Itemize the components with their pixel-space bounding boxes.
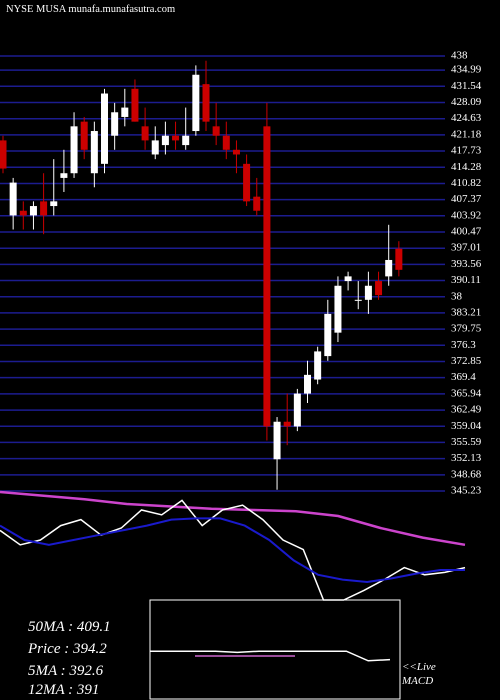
stat: 5MA : 392.6: [28, 663, 104, 679]
y-tick-label: 431.54: [451, 80, 482, 92]
y-tick-label: 362.49: [451, 404, 482, 416]
candle-body: [161, 135, 169, 146]
y-tick-label: 355.59: [451, 436, 482, 448]
candle-body: [29, 206, 37, 216]
live-label: MACD: [401, 675, 433, 687]
y-tick-label: 372.85: [451, 355, 482, 367]
candle-body: [182, 135, 190, 146]
candle-body: [354, 299, 362, 301]
live-label: <<Live: [402, 661, 436, 673]
candle-body: [19, 210, 27, 216]
y-tick-label: 438: [451, 50, 468, 62]
candle-body: [172, 135, 180, 141]
ma-line: [0, 490, 466, 547]
y-tick-label: 376.3: [451, 339, 476, 351]
y-tick-label: 365.94: [451, 387, 482, 399]
candle-body: [70, 126, 78, 174]
y-tick-label: 369.4: [451, 371, 476, 383]
candle-body: [80, 121, 88, 150]
y-tick-label: 348.68: [451, 468, 482, 480]
candle-body: [192, 74, 200, 132]
y-tick-label: 434.99: [451, 64, 482, 76]
stat: 50MA : 409.1: [28, 619, 111, 635]
candle-body: [293, 393, 301, 427]
candle-body: [101, 93, 108, 164]
y-tick-label: 428.09: [451, 96, 482, 108]
candle-body: [304, 374, 311, 394]
candle-body: [395, 248, 403, 270]
candle-body: [253, 196, 261, 211]
candle-body: [243, 163, 251, 202]
candle-body: [263, 126, 271, 427]
y-tick-label: 397.01: [451, 242, 481, 254]
candle-body: [151, 140, 159, 155]
candle-body: [202, 84, 210, 122]
y-tick-label: 359.04: [451, 420, 482, 432]
macd-box: [149, 599, 401, 700]
y-tick-label: 403.92: [451, 209, 481, 221]
stat: Price : 394.2: [27, 641, 107, 657]
candle-body: [364, 285, 372, 300]
y-tick-label: 383.21: [451, 306, 481, 318]
y-tick-label: 390.11: [451, 274, 481, 286]
candle-body: [90, 131, 98, 174]
y-tick-label: 400.47: [451, 226, 482, 238]
candle-body: [232, 149, 240, 155]
candle-body: [111, 112, 119, 136]
y-tick-label: 424.63: [451, 112, 482, 124]
ma-line: [0, 517, 465, 584]
y-tick-label: 407.37: [451, 193, 482, 205]
y-tick-label: 393.56: [451, 258, 482, 270]
macd-line: [150, 650, 391, 662]
candle-body: [121, 107, 129, 117]
stat: 12MA : 391: [28, 682, 99, 698]
candle-body: [334, 285, 342, 333]
candle-body: [212, 126, 220, 136]
candle-body: [50, 201, 58, 207]
candle-body: [385, 259, 393, 277]
ma-line: [0, 499, 466, 601]
candle-body: [131, 88, 139, 122]
y-tick-label: 352.13: [451, 452, 482, 464]
chart-title: NYSE MUSA munafa.munafasutra.com: [6, 4, 175, 15]
y-tick-label: 417.73: [451, 145, 482, 157]
candle-body: [222, 135, 230, 150]
candle-body: [273, 421, 281, 460]
y-tick-label: 379.75: [451, 323, 482, 335]
y-tick-label: 410.82: [451, 177, 481, 189]
candle-body: [40, 201, 48, 216]
candle-body: [0, 140, 7, 169]
candle-body: [375, 281, 383, 296]
y-tick-label: 38: [451, 290, 463, 302]
candle-body: [60, 173, 68, 178]
y-tick-label: 345.23: [451, 485, 482, 497]
candle-body: [283, 421, 291, 427]
candle-body: [324, 313, 332, 357]
y-tick-label: 414.28: [451, 161, 482, 173]
candle-body: [9, 182, 17, 216]
candle-body: [344, 276, 352, 282]
candle-body: [314, 351, 322, 380]
y-tick-label: 421.18: [451, 128, 482, 140]
candle-body: [141, 126, 149, 141]
